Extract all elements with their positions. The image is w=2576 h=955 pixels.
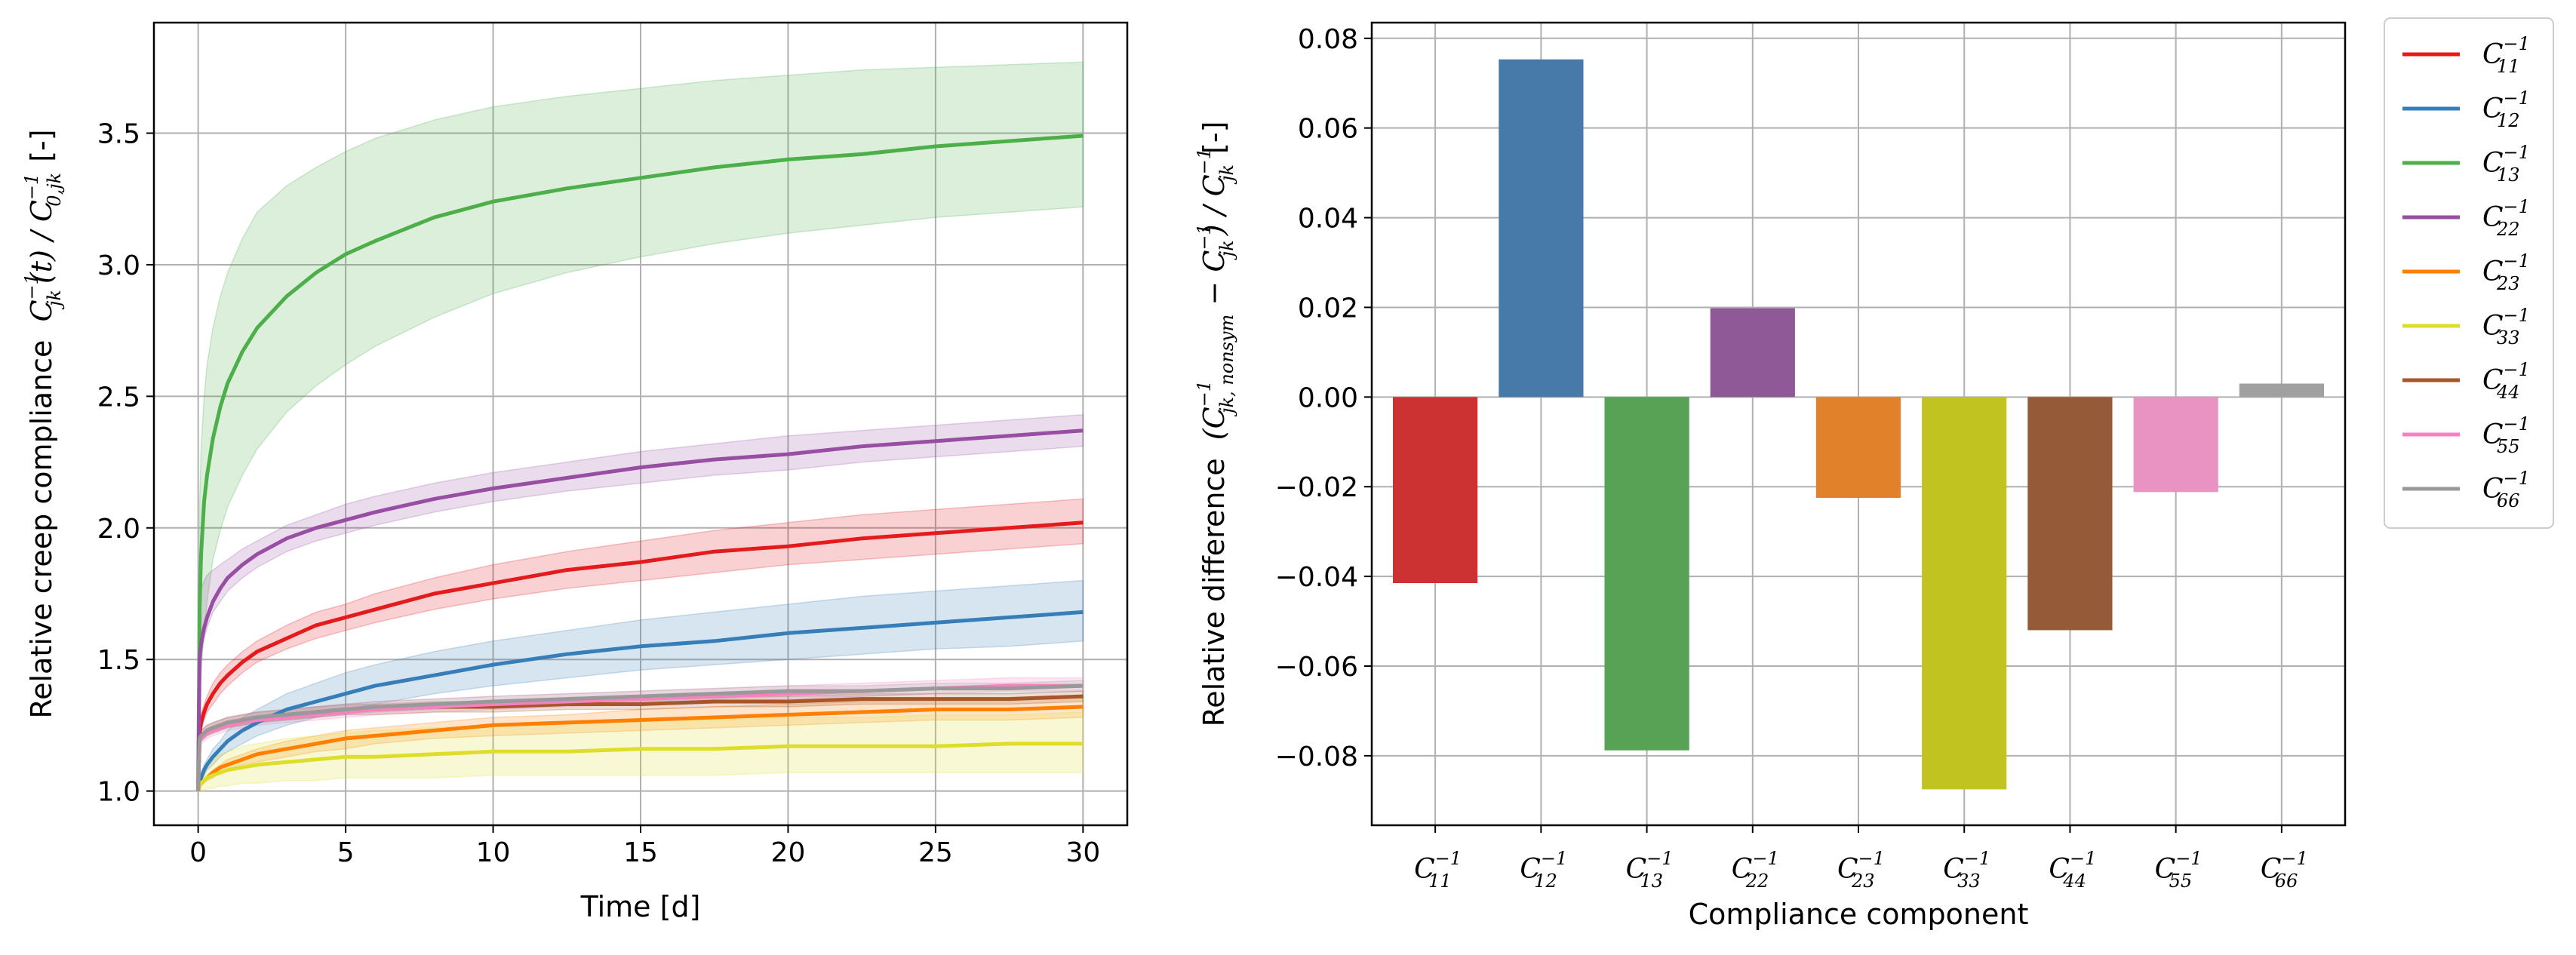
band-C44	[197, 690, 1084, 791]
creep-compliance-chart: 0 5 10 15 20 25 301.01.52.02.53.03.5 Time [d] …	[21, 21, 1129, 923]
right-x-tick-label: C−1 55	[2155, 848, 2203, 892]
bar-C11	[1393, 397, 1478, 583]
line-C13	[196, 134, 1084, 791]
left-x-tick-label: 0	[189, 837, 207, 868]
bar-C44	[2027, 397, 2113, 631]
left-ticks: 0 5 10 15 20 25 30 1.0 1.5 2.0 2.5 3.0 3.5	[97, 119, 1101, 868]
right-y-tick-label: −0.08	[1275, 742, 1358, 772]
bar-C12	[1499, 59, 1584, 398]
legend-item-C44: C−1 44	[2402, 359, 2530, 403]
line-C55	[196, 683, 1084, 791]
left-x-axis-label: Time [d]	[580, 890, 701, 923]
right-y-tick-label: 0.02	[1298, 293, 1358, 324]
legend-label: C−1 33	[2482, 305, 2530, 349]
left-y-tick-label: 3.5	[97, 119, 140, 150]
left-x-tick-label: 20	[771, 837, 806, 868]
right-x-tick-label: C−1 13	[1626, 848, 1674, 892]
left-y-tick-label: 2.5	[97, 382, 140, 413]
legend-label: C−1 22	[2482, 196, 2530, 240]
left-x-tick-label: 25	[918, 837, 953, 868]
left-y-tick-label: 1.0	[97, 777, 140, 808]
line-C12	[196, 610, 1084, 792]
bar-C23	[1815, 397, 1901, 498]
legend-item-C22: C−1 22	[2402, 196, 2530, 240]
right-y-axis-label: Relative difference (C−1jk, nonsym − C−1…	[1194, 121, 1237, 727]
left-x-tick-label: 15	[623, 837, 658, 868]
left-grid	[154, 23, 1127, 825]
right-x-tick-label: C−1 33	[1943, 848, 1990, 892]
right-y-tick-label: 0.06	[1298, 114, 1358, 145]
relative-difference-chart: −0.08 −0.06 −0.04 −0.02 0.00 0.02 0.04 0.06 0.08…	[1194, 21, 2347, 931]
legend-item-C23: C−1 23	[2402, 250, 2530, 294]
bar-C22	[1710, 308, 1795, 398]
legend-label: C−1 12	[2482, 88, 2530, 131]
left-x-tick-label: 10	[476, 837, 511, 868]
line-C22	[196, 428, 1084, 791]
left-series-lines	[196, 134, 1084, 792]
right-x-tick-label: C−1 22	[1732, 848, 1779, 892]
line-C11	[196, 520, 1084, 791]
right-x-tick-label: C−1 44	[2049, 848, 2096, 892]
legend-item-C13: C−1 13	[2402, 142, 2530, 186]
legend-label: C−1 11	[2482, 33, 2530, 77]
left-y-tick-label: 2.0	[97, 514, 140, 545]
left-x-tick-label: 5	[337, 837, 355, 868]
legend: C−1 11 C−1 12 C−1 13 C−1 22 C−1 23 C−1 33 C−1 44 C−1 55…	[2384, 17, 2554, 529]
legend-item-C33: C−1 33	[2402, 305, 2530, 349]
left-y-tick-label: 1.5	[97, 645, 140, 676]
legend-box	[2384, 17, 2554, 529]
bar-C66	[2239, 383, 2324, 398]
right-y-tick-label: 0.04	[1298, 204, 1358, 235]
legend-item-C12: C−1 12	[2402, 88, 2530, 131]
right-y-tick-label: −0.06	[1275, 652, 1358, 683]
right-x-tick-label: C−1 66	[2261, 848, 2308, 892]
bar-C55	[2133, 397, 2218, 493]
band-C13	[197, 61, 1084, 791]
right-y-tick-label: −0.02	[1275, 472, 1358, 503]
right-y-tick-label: 0.08	[1298, 24, 1358, 55]
right-x-axis-label: Compliance component	[1689, 898, 2029, 931]
right-y-tick-label: −0.04	[1275, 562, 1358, 593]
legend-label: C−1 66	[2482, 468, 2530, 511]
legend-item-C66: C−1 66	[2402, 468, 2530, 511]
legend-label: C−1 23	[2482, 250, 2530, 294]
left-y-tick-label: 3.0	[97, 250, 140, 281]
line-C33	[196, 742, 1084, 792]
legend-label: C−1 55	[2482, 413, 2530, 457]
right-x-tick-label: C−1 12	[1520, 848, 1567, 892]
bar-C13	[1604, 397, 1689, 751]
right-x-tick-label: C−1 11	[1414, 848, 1462, 892]
right-y-tick-label: 0.00	[1298, 382, 1358, 413]
legend-items: C−1 11 C−1 12 C−1 13 C−1 22 C−1 23 C−1 33 C−1 44 C−1 55…	[2402, 33, 2530, 511]
left-y-axis-label: Relative creep compliance C−1jk(t) / C−1…	[21, 129, 65, 718]
legend-label: C−1 13	[2482, 142, 2530, 186]
legend-item-C11: C−1 11	[2402, 33, 2530, 77]
left-x-tick-label: 30	[1065, 837, 1100, 868]
line-C66	[196, 683, 1084, 791]
legend-label: C−1 44	[2482, 359, 2530, 403]
right-ticks: −0.08 −0.06 −0.04 −0.02 0.00 0.02 0.04 0.06 0.08…	[1275, 24, 2308, 892]
right-x-tick-label: C−1 23	[1837, 848, 1885, 892]
right-bars	[1393, 59, 2324, 790]
bar-C33	[1922, 397, 2007, 790]
legend-item-C55: C−1 55	[2402, 413, 2530, 457]
